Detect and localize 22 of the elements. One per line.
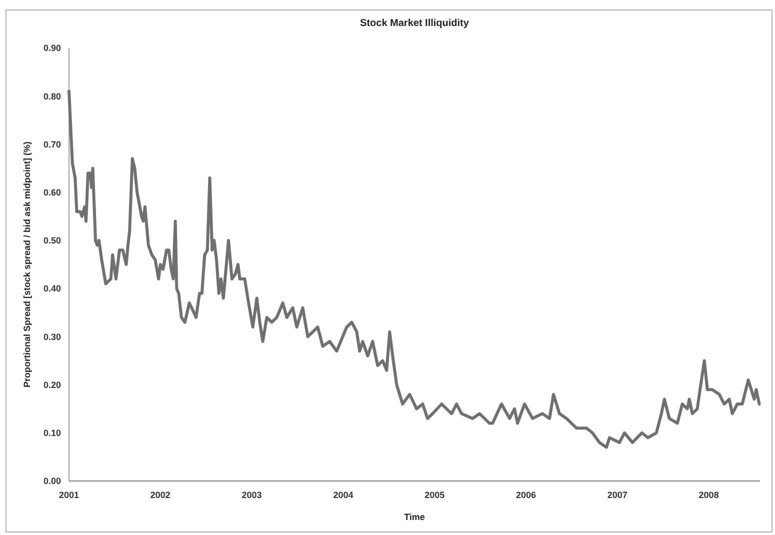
x-tick-label: 2002 [150, 490, 170, 500]
y-tick-label: 0.90 [43, 43, 61, 54]
x-tick-label: 2005 [424, 490, 445, 500]
x-tick-label: 2003 [242, 490, 262, 500]
line-series [68, 90, 761, 449]
y-tick-label: 0.70 [43, 139, 61, 150]
y-tick-label: 0.00 [43, 476, 61, 486]
y-tick-label: 0.30 [43, 332, 61, 342]
y-tick-label: 0.40 [43, 284, 61, 294]
chart-title: Stock Market Illiquidity [360, 18, 470, 29]
x-axis-title: Time [404, 512, 425, 522]
y-tick-label: 0.80 [43, 91, 61, 102]
y-tick-label: 0.50 [43, 236, 61, 246]
x-tick-label: 2008 [698, 490, 719, 500]
x-tick-label: 2007 [607, 490, 628, 500]
y-tick-label: 0.20 [43, 380, 61, 390]
x-tick-label: 2004 [333, 490, 354, 500]
x-tick-label: 2001 [58, 490, 80, 500]
y-tick-label: 0.10 [43, 428, 61, 438]
y-axis-title: Proportional Spread [stock spread / bid ask midpoint] (%) [22, 141, 32, 388]
x-tick-label: 2006 [516, 490, 536, 500]
y-tick-label: 0.60 [43, 187, 61, 198]
